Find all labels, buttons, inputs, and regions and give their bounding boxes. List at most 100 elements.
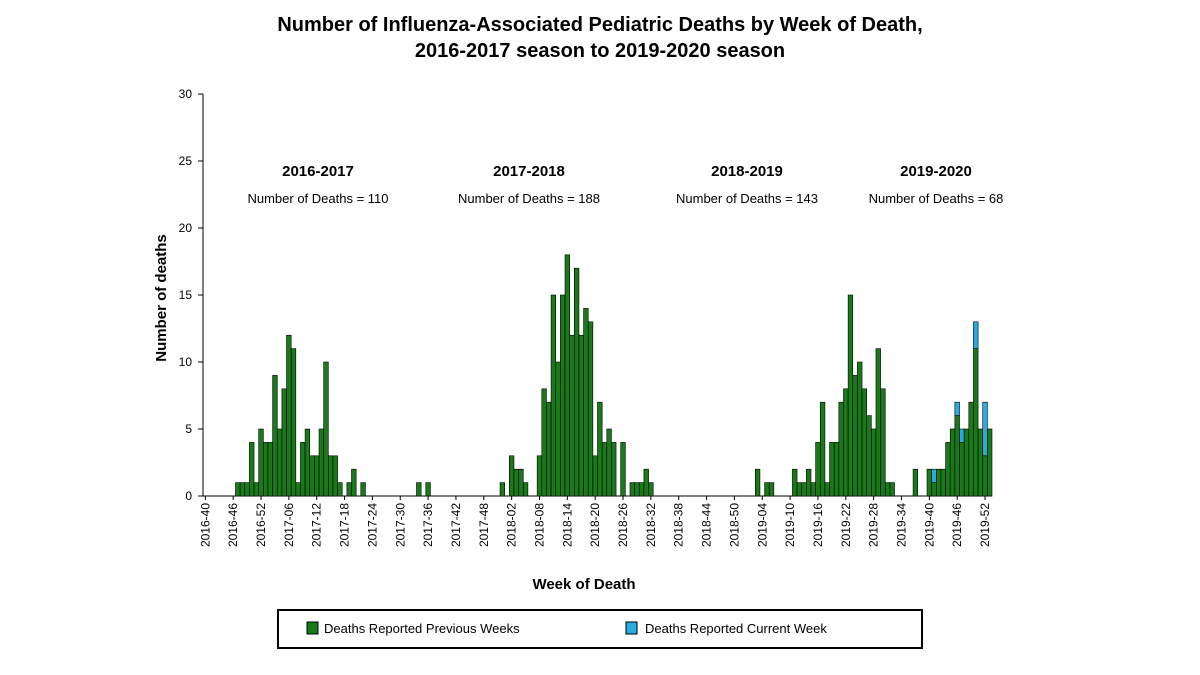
bar-previous-week xyxy=(249,442,255,497)
bar-previous-week xyxy=(536,455,543,497)
bar-previous-week xyxy=(281,388,287,497)
bar-previous-week xyxy=(244,482,250,497)
x-tick-label: 2017-30 xyxy=(393,503,407,547)
x-axis-label: Week of Death xyxy=(532,576,635,593)
bar-previous-week xyxy=(806,468,812,497)
bar-previous-week xyxy=(578,334,584,497)
season-label: 2017-2018 xyxy=(493,163,565,180)
bar-previous-week xyxy=(318,428,324,497)
season-label: 2019-2020 xyxy=(900,163,972,180)
bars xyxy=(235,254,993,497)
bar-previous-week xyxy=(945,442,951,497)
season-deaths-label: Number of Deaths = 68 xyxy=(869,191,1004,206)
bar-previous-week xyxy=(843,388,849,497)
bar-previous-week xyxy=(541,388,547,497)
bar-previous-week xyxy=(569,334,575,497)
bar-previous-week xyxy=(309,455,315,497)
bar-previous-week xyxy=(833,442,840,497)
bar-previous-week xyxy=(754,468,761,497)
bar-previous-week xyxy=(239,482,246,497)
season-deaths-label: Number of Deaths = 188 xyxy=(458,191,600,206)
bar-previous-week xyxy=(629,482,635,497)
bar-previous-week xyxy=(810,482,816,497)
bar-previous-week xyxy=(300,442,306,497)
bar-previous-week xyxy=(764,482,770,497)
bar-previous-week xyxy=(987,428,993,497)
bar-previous-week xyxy=(573,267,580,497)
bar-previous-week xyxy=(847,294,854,497)
bar-previous-week xyxy=(267,442,273,497)
bar-previous-week xyxy=(235,482,241,497)
chart-title-line-1: Number of Influenza-Associated Pediatric… xyxy=(277,14,923,36)
season-annotations: 2016-2017 Number of Deaths = 110 2017-2018… xyxy=(247,163,1003,206)
bar-previous-week xyxy=(866,415,872,497)
bar-previous-week xyxy=(977,428,984,497)
y-tick-label: 10 xyxy=(179,355,193,369)
bar-previous-week xyxy=(253,482,259,497)
bar-previous-week xyxy=(796,482,803,497)
bar-previous-week xyxy=(592,455,598,497)
x-axis: 2016-40 2016-46 2016-52 2017-06 2017-12 2017-… xyxy=(198,495,992,547)
bar-previous-week xyxy=(940,468,946,497)
bar-previous-week xyxy=(824,482,830,497)
bar-previous-week xyxy=(258,428,264,497)
y-tick-label: 20 xyxy=(179,221,193,235)
bar-previous-week xyxy=(295,482,301,497)
x-tick-label: 2018-08 xyxy=(532,503,546,547)
y-tick-label: 15 xyxy=(179,288,193,302)
bar-previous-week xyxy=(332,455,338,497)
x-tick-label: 2017-24 xyxy=(365,503,379,547)
bar-previous-week xyxy=(606,428,612,497)
x-tick-label: 2019-16 xyxy=(811,503,825,547)
x-tick-label: 2018-50 xyxy=(727,503,741,547)
x-tick-label: 2018-02 xyxy=(505,503,519,547)
x-tick-label: 2019-10 xyxy=(783,503,797,547)
x-tick-label: 2018-26 xyxy=(616,503,630,547)
bar-previous-week xyxy=(360,482,366,497)
legend-label-current: Deaths Reported Current Week xyxy=(645,621,827,636)
y-tick-label: 30 xyxy=(179,87,193,101)
bar-previous-week xyxy=(425,482,431,497)
bar-previous-week xyxy=(290,348,297,497)
x-tick-label: 2016-52 xyxy=(254,503,268,547)
x-tick-label: 2018-44 xyxy=(700,503,714,547)
bar-previous-week xyxy=(328,455,334,497)
bar-previous-week xyxy=(509,455,515,497)
bar-previous-week xyxy=(838,401,844,497)
bar-previous-week xyxy=(416,482,422,497)
season-deaths-label: Number of Deaths = 143 xyxy=(676,191,818,206)
bar-previous-week xyxy=(880,388,886,497)
bar-previous-week xyxy=(611,442,617,497)
y-axis-label: Number of deaths xyxy=(153,234,170,362)
bar-previous-week xyxy=(337,482,343,497)
bar-current-week xyxy=(982,401,988,457)
y-tick-label: 0 xyxy=(185,489,192,503)
bar-previous-week xyxy=(272,375,278,497)
x-tick-label: 2019-22 xyxy=(839,503,853,547)
bar-previous-week xyxy=(587,321,594,497)
y-tick-label: 5 xyxy=(185,422,192,436)
y-tick-label: 25 xyxy=(179,154,193,168)
bar-previous-week xyxy=(346,482,352,497)
x-tick-label: 2019-04 xyxy=(755,503,769,547)
bar-previous-week xyxy=(550,294,557,497)
bar-previous-week xyxy=(861,388,867,497)
x-tick-label: 2018-38 xyxy=(672,503,686,547)
legend-swatch-current xyxy=(625,621,638,635)
bar-previous-week xyxy=(286,334,292,497)
x-tick-label: 2017-36 xyxy=(421,503,435,547)
bar-previous-week xyxy=(597,401,603,497)
legend-label-previous: Deaths Reported Previous Weeks xyxy=(324,621,520,636)
bar-previous-week xyxy=(314,455,320,497)
x-tick-label: 2019-34 xyxy=(894,503,908,547)
bar-current-week xyxy=(931,468,937,483)
bar-previous-week xyxy=(973,348,979,497)
chart-title: Number of Influenza-Associated Pediatric… xyxy=(0,12,1200,64)
bar-previous-week xyxy=(601,442,608,497)
x-tick-label: 2018-20 xyxy=(588,503,602,547)
bar-previous-week xyxy=(546,401,552,497)
bar-previous-week xyxy=(634,482,640,497)
bar-previous-week xyxy=(871,428,877,497)
legend-swatch-previous xyxy=(306,621,319,635)
